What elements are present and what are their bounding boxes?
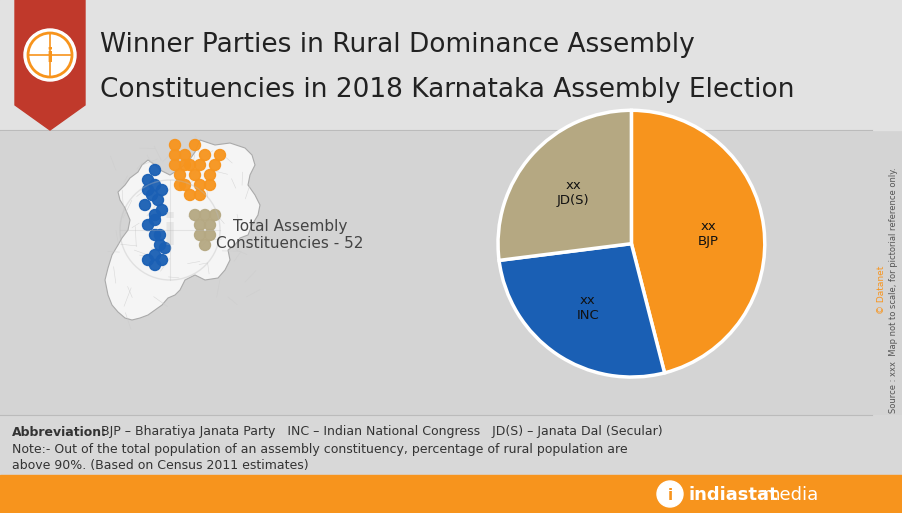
Circle shape: [143, 220, 153, 230]
Text: Winner Parties in Rural Dominance Assembly: Winner Parties in Rural Dominance Assemb…: [100, 32, 695, 58]
Circle shape: [154, 229, 165, 241]
Circle shape: [199, 149, 210, 161]
Circle shape: [143, 185, 153, 195]
Circle shape: [189, 169, 200, 181]
Circle shape: [185, 160, 196, 170]
Text: Source : xxx  Map not to scale, for pictorial reference only.: Source : xxx Map not to scale, for picto…: [888, 167, 897, 413]
Circle shape: [174, 169, 186, 181]
Circle shape: [24, 29, 76, 81]
Circle shape: [179, 180, 190, 190]
Bar: [0, 475, 902, 513]
Wedge shape: [498, 110, 631, 261]
Circle shape: [170, 149, 180, 161]
Circle shape: [195, 220, 206, 230]
Circle shape: [179, 160, 190, 170]
Text: i: i: [163, 212, 177, 254]
Circle shape: [150, 209, 161, 221]
Bar: [0, 415, 902, 475]
Circle shape: [157, 185, 168, 195]
Circle shape: [143, 254, 153, 266]
Circle shape: [152, 194, 163, 206]
Text: above 90%. (Based on Census 2011 estimates): above 90%. (Based on Census 2011 estimat…: [12, 459, 308, 471]
Circle shape: [140, 200, 151, 210]
Text: © Datanet: © Datanet: [878, 266, 887, 314]
Circle shape: [657, 481, 683, 507]
Text: i: i: [667, 487, 673, 503]
Text: xx
BJP: xx BJP: [697, 220, 719, 248]
Circle shape: [195, 229, 206, 241]
Text: BJP – Bharatiya Janata Party   INC – Indian National Congress   JD(S) – Janata D: BJP – Bharatiya Janata Party INC – India…: [97, 425, 663, 439]
Circle shape: [143, 174, 153, 186]
Circle shape: [185, 189, 196, 201]
Circle shape: [150, 180, 161, 190]
Circle shape: [195, 160, 206, 170]
Circle shape: [146, 189, 158, 201]
Text: xx
INC: xx INC: [576, 293, 599, 322]
Circle shape: [150, 165, 161, 175]
Circle shape: [170, 160, 180, 170]
Circle shape: [195, 180, 206, 190]
Circle shape: [189, 209, 200, 221]
Circle shape: [199, 240, 210, 250]
Circle shape: [205, 229, 216, 241]
Circle shape: [215, 149, 226, 161]
Circle shape: [157, 205, 168, 215]
Circle shape: [179, 149, 190, 161]
Circle shape: [195, 189, 206, 201]
Circle shape: [205, 169, 216, 181]
Circle shape: [205, 180, 216, 190]
Circle shape: [199, 209, 210, 221]
Text: Abbreviation:: Abbreviation:: [12, 425, 107, 439]
Text: xx
JD(S): xx JD(S): [557, 179, 590, 207]
Circle shape: [150, 214, 161, 226]
Circle shape: [160, 243, 170, 253]
Circle shape: [189, 140, 200, 150]
Circle shape: [157, 254, 168, 266]
Wedge shape: [631, 110, 765, 373]
Polygon shape: [15, 0, 85, 130]
Circle shape: [174, 180, 186, 190]
Text: Total Assembly
Constituencies - 52: Total Assembly Constituencies - 52: [216, 219, 364, 251]
Circle shape: [209, 209, 220, 221]
Polygon shape: [105, 140, 260, 320]
Text: Constituencies in 2018 Karnataka Assembly Election: Constituencies in 2018 Karnataka Assembl…: [100, 77, 795, 103]
Circle shape: [170, 140, 180, 150]
Bar: [0, 0, 902, 130]
Wedge shape: [499, 244, 665, 377]
Circle shape: [154, 240, 165, 250]
Circle shape: [209, 160, 220, 170]
Circle shape: [150, 260, 161, 270]
Circle shape: [150, 249, 161, 261]
Text: indiastat: indiastat: [688, 486, 778, 504]
Circle shape: [205, 220, 216, 230]
Circle shape: [150, 229, 161, 241]
Text: media: media: [762, 486, 818, 504]
Text: i: i: [47, 47, 53, 66]
Text: Note:- Out of the total population of an assembly constituency, percentage of ru: Note:- Out of the total population of an…: [12, 444, 628, 457]
